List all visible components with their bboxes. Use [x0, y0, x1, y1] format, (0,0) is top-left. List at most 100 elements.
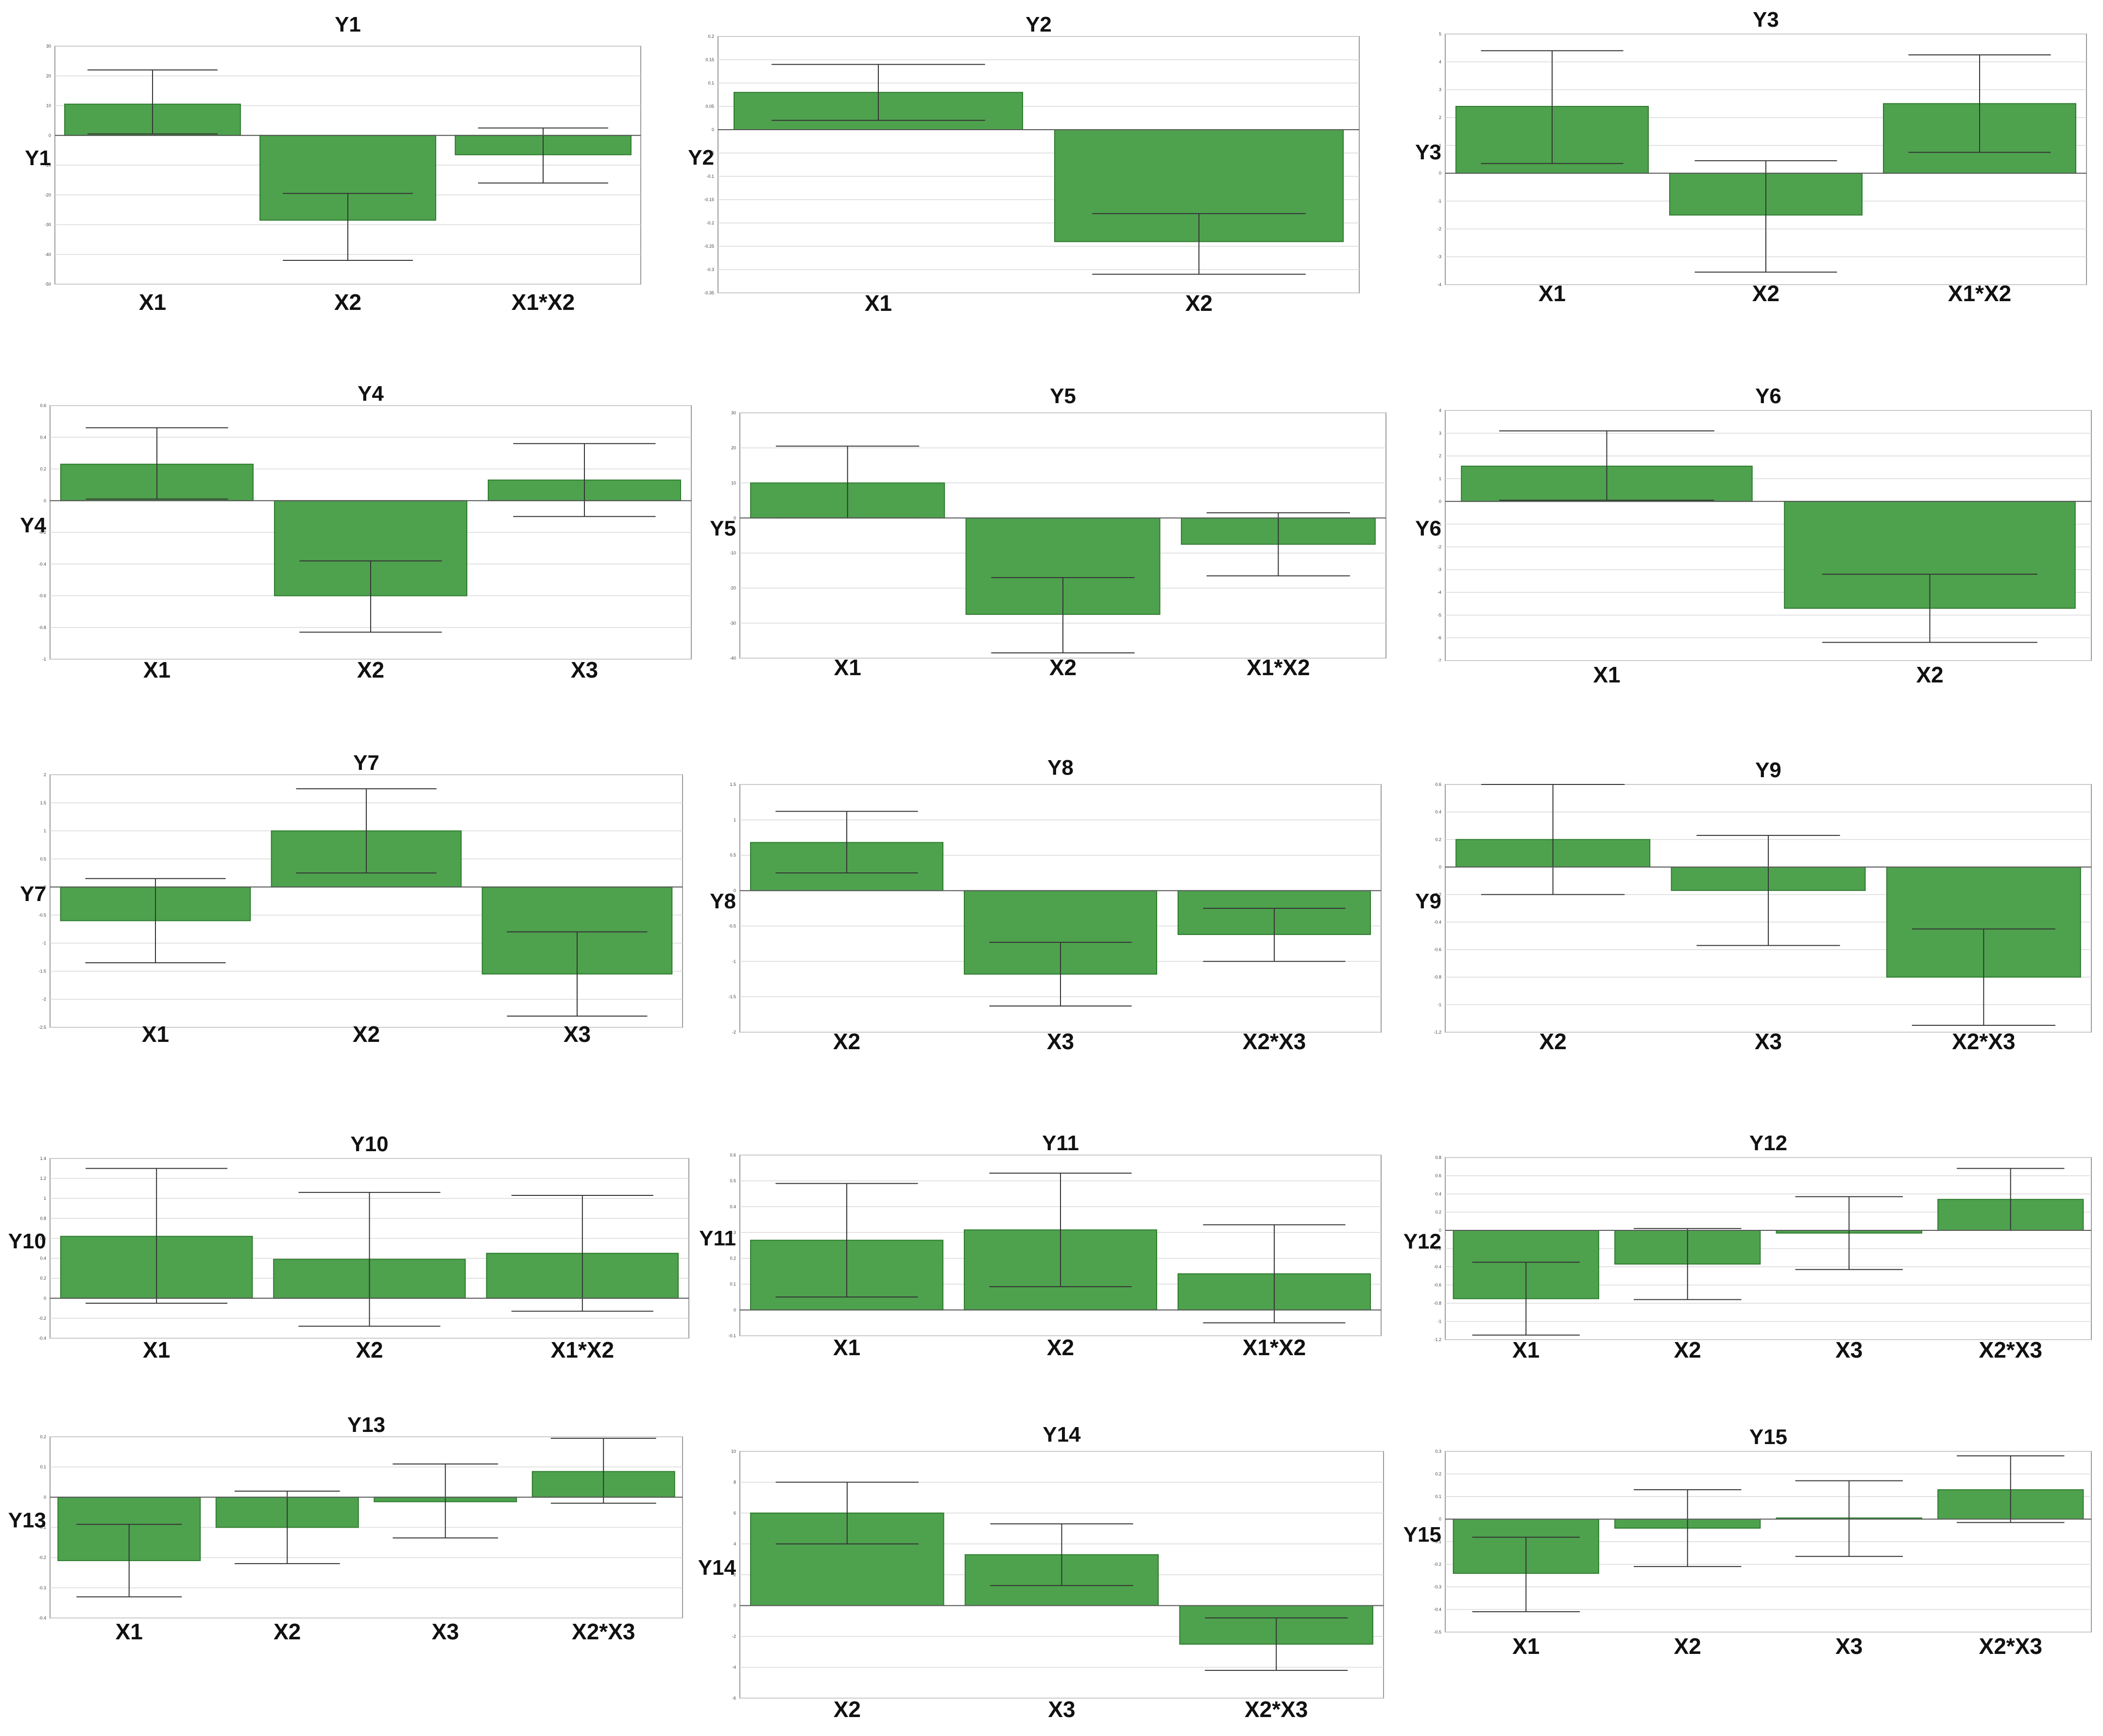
y-tick-label: 4: [1439, 408, 1441, 413]
x-tick-label: X2: [274, 1619, 301, 1644]
y-tick-label: -2: [42, 997, 46, 1002]
y-axis-label: Y4: [20, 513, 46, 537]
y-tick-label: 0.6: [40, 1236, 46, 1241]
y-tick-label: -0.6: [38, 594, 46, 598]
y-tick-label: 0.8: [40, 1216, 46, 1221]
y-tick-label: 1: [44, 1196, 46, 1201]
y-tick-label: 6: [734, 1511, 736, 1515]
chart-title: Y4: [358, 382, 384, 406]
y-tick-label: -2.5: [38, 1025, 46, 1030]
x-tick-label: X1*X2: [1247, 655, 1310, 680]
y-tick-label: 30: [731, 410, 736, 415]
y-tick-label: 0.2: [1435, 1210, 1441, 1215]
y-tick-label: -1: [42, 657, 46, 662]
chart-title: Y10: [350, 1132, 388, 1156]
y-axis-label: Y11: [699, 1226, 736, 1250]
y-tick-label: -0.4: [38, 1336, 46, 1341]
x-tick-label: X2: [357, 657, 384, 682]
x-tick-label: X1: [1512, 1634, 1539, 1659]
y-tick-label: -0.2: [1434, 1562, 1441, 1567]
x-tick-label: X2: [1539, 1029, 1567, 1054]
y-tick-label: 5: [1439, 32, 1441, 36]
x-tick-label: X2*X3: [1243, 1029, 1306, 1054]
y-axis-label: Y14: [698, 1556, 736, 1580]
x-tick-label: X2*X3: [1245, 1697, 1308, 1722]
chart-title: Y6: [1755, 384, 1781, 408]
y-axis-label: Y3: [1415, 140, 1441, 164]
y-tick-label: 0.4: [40, 1256, 46, 1261]
y-tick-label: -0.2: [38, 530, 46, 535]
y-tick-label: 0.1: [730, 1282, 736, 1287]
y-axis-label: Y12: [1403, 1230, 1441, 1254]
x-tick-label: X2: [1049, 655, 1077, 680]
y-tick-label: -0.5: [38, 913, 46, 918]
x-tick-label: X2: [356, 1337, 383, 1362]
chart-title: Y9: [1755, 758, 1781, 782]
y-tick-label: -0.4: [38, 562, 46, 566]
y-tick-label: 0: [44, 1495, 46, 1499]
y-tick-label: 2: [1439, 115, 1441, 120]
y-tick-label: -0.1: [706, 174, 714, 179]
y-tick-label: -0.8: [1434, 1301, 1441, 1306]
x-tick-label: X1: [833, 1335, 860, 1360]
y-tick-label: -0.3: [706, 267, 714, 272]
x-tick-label: X1: [834, 655, 861, 680]
x-tick-label: X3: [1047, 1029, 1074, 1054]
chart-title: Y2: [1026, 13, 1052, 36]
y-tick-label: 1.2: [40, 1176, 46, 1181]
y-tick-label: 4: [734, 1542, 736, 1547]
y-tick-label: 2: [1439, 454, 1441, 459]
y-tick-label: 1: [44, 829, 46, 834]
y-axis-label: Y13: [8, 1509, 46, 1532]
x-tick-label: X2*X3: [1952, 1029, 2015, 1054]
y-tick-label: 0.05: [705, 104, 714, 109]
x-tick-label: X2: [334, 289, 361, 315]
y-tick-label: 0: [734, 888, 736, 893]
y-tick-label: -30: [45, 222, 51, 227]
x-tick-label: X3: [1835, 1634, 1863, 1659]
y-tick-label: -3: [1437, 255, 1441, 259]
y-tick-label: 0.4: [40, 435, 46, 440]
x-tick-label: X1: [142, 1021, 169, 1047]
y-tick-label: -1: [1437, 522, 1441, 527]
y-tick-label: -30: [730, 621, 736, 626]
y-tick-label: -50: [45, 282, 51, 287]
x-tick-label: X1*X2: [1948, 281, 2011, 306]
y-tick-label: -10: [45, 163, 51, 168]
x-tick-label: X3: [1755, 1029, 1782, 1054]
x-tick-label: X1: [1512, 1337, 1539, 1362]
y-tick-label: -1: [1437, 199, 1441, 204]
x-tick-label: X3: [564, 1021, 591, 1047]
y-tick-label: -1: [1437, 1002, 1441, 1007]
x-tick-label: X3: [1048, 1697, 1075, 1722]
y-tick-label: 0.2: [708, 34, 714, 39]
y-tick-label: -0.2: [1434, 892, 1441, 897]
y-tick-label: 0: [1439, 171, 1441, 176]
y-tick-label: 4: [1439, 59, 1441, 64]
chart-title: Y8: [1047, 756, 1074, 780]
y-tick-label: -0.1: [1434, 1539, 1441, 1544]
y-tick-label: 0: [44, 498, 46, 503]
y-tick-label: -0.2: [706, 221, 714, 225]
y-tick-label: 0.6: [1435, 782, 1441, 787]
y-tick-label: 0.2: [1435, 1472, 1441, 1477]
y-tick-label: 0.8: [1435, 1155, 1441, 1160]
y-tick-label: 8: [734, 1480, 736, 1485]
x-tick-label: X1*X2: [1243, 1335, 1306, 1360]
y-tick-label: -0.8: [38, 625, 46, 630]
y-tick-label: 0.2: [40, 1276, 46, 1281]
y-tick-label: -2: [1437, 226, 1441, 231]
y-tick-label: 0.1: [708, 81, 714, 85]
y-tick-label: -2: [732, 1634, 736, 1639]
y-tick-label: 20: [731, 445, 736, 450]
y-tick-label: 0.4: [1435, 1191, 1441, 1196]
y-tick-label: 2: [44, 772, 46, 777]
y-tick-label: 0.6: [730, 1153, 736, 1157]
y-tick-label: 3: [1439, 87, 1441, 92]
y-tick-label: -4: [1437, 282, 1441, 287]
y-tick-label: -0.3: [38, 1585, 46, 1590]
x-tick-label: X2: [1674, 1634, 1701, 1659]
y-tick-label: 0: [44, 1296, 46, 1301]
y-tick-label: -1.2: [1434, 1030, 1441, 1035]
y-axis-label: Y9: [1415, 889, 1441, 913]
